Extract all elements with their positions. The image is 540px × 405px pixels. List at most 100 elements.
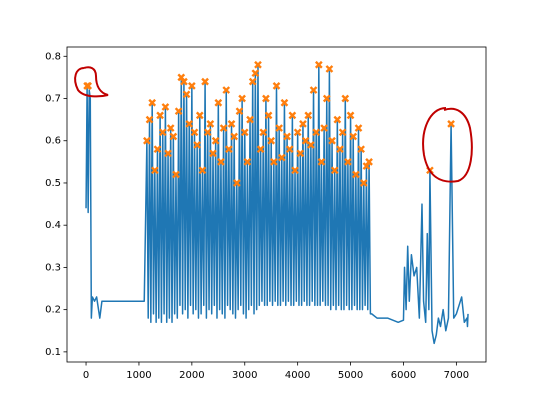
peak-marker [156, 111, 164, 120]
peak-marker [227, 120, 236, 128]
peak-marker [259, 128, 268, 137]
peak-marker [354, 124, 363, 132]
peak-marker [296, 149, 305, 158]
x-tick-label: 0 [83, 370, 89, 381]
annotation-circle [422, 107, 473, 183]
peak-marker [164, 149, 172, 158]
peak-marker [312, 128, 321, 137]
peak-marker [206, 120, 215, 128]
peak-marker [193, 141, 201, 149]
peak-marker [143, 136, 151, 145]
peak-marker [145, 115, 154, 124]
y-tick-label: 0.1 [45, 347, 61, 358]
peak-marker [254, 60, 262, 69]
peak-marker [203, 128, 212, 137]
peak-marker [166, 124, 175, 132]
peak-marker [148, 98, 157, 107]
peak-marker [256, 145, 265, 154]
peak-marker [317, 158, 326, 166]
peak-marker [285, 145, 294, 154]
peak-marker [304, 111, 313, 120]
peak-marker [293, 128, 302, 137]
peak-marker [161, 103, 170, 111]
peak-marker [365, 158, 373, 166]
peak-marker [288, 111, 297, 120]
x-tick-label: 1000 [126, 370, 151, 381]
peak-marker [180, 77, 188, 86]
peak-marker [283, 132, 291, 141]
x-tick-label: 7000 [444, 370, 469, 381]
annotation-circle [74, 66, 109, 98]
peak-marker [243, 158, 252, 166]
peak-marker [211, 136, 220, 145]
peak-marker [238, 94, 246, 103]
x-tick-label: 5000 [338, 370, 363, 381]
peak-marker [272, 81, 281, 90]
peak-marker [344, 158, 352, 166]
peak-marker [219, 124, 228, 132]
peak-marker [277, 153, 286, 162]
peak-marker [330, 166, 339, 175]
y-tick-label: 0.6 [45, 136, 61, 147]
y-tick-label: 0.3 [45, 262, 61, 273]
peak-marker [346, 111, 355, 120]
peak-marker [267, 136, 276, 145]
peak-marker [185, 120, 194, 128]
peak-marker [322, 94, 331, 103]
peak-marker [190, 128, 199, 137]
peak-marker [291, 166, 299, 175]
y-tick-label: 0.2 [45, 305, 61, 316]
y-tick-label: 0.5 [45, 178, 61, 189]
peak-marker [182, 90, 191, 99]
peak-marker [169, 132, 178, 141]
peak-marker [188, 81, 196, 90]
x-tick-label: 3000 [232, 370, 257, 381]
peak-marker [275, 124, 283, 132]
y-tick-label: 0.4 [45, 220, 61, 231]
peak-marker [314, 60, 323, 69]
peak-marker [172, 170, 180, 179]
axes-frame [66, 46, 487, 363]
peak-marker [280, 98, 289, 107]
peak-marker [248, 77, 257, 86]
peak-marker [341, 94, 350, 103]
x-tick-label: 4000 [285, 370, 310, 381]
y-tick-label: 0.8 [45, 51, 61, 62]
x-tick-label: 6000 [391, 370, 416, 381]
peak-marker [325, 65, 334, 73]
peak-marker [338, 128, 347, 137]
peak-marker [214, 98, 223, 107]
peak-marker [158, 128, 167, 137]
peak-marker [217, 158, 225, 166]
peak-marker [209, 149, 217, 158]
plot-area [83, 60, 469, 345]
peak-marker [195, 111, 204, 120]
peak-marker [336, 145, 344, 154]
peak-marker [251, 69, 260, 78]
peak-marker [352, 170, 360, 179]
y-tick-label: 0.7 [45, 94, 61, 105]
peak-marker [320, 124, 328, 132]
peak-marker [198, 166, 207, 175]
peak-marker [349, 132, 358, 141]
peak-marker [153, 145, 162, 154]
peak-marker [270, 158, 278, 166]
x-tick-label: 2000 [179, 370, 204, 381]
peak-marker [307, 141, 315, 149]
peak-marker [262, 94, 270, 103]
peak-marker [84, 81, 93, 90]
peak-marker [264, 111, 273, 120]
peak-marker [309, 86, 318, 94]
peak-marker [232, 179, 241, 187]
peak-marker [447, 120, 455, 128]
peak-marker [333, 115, 342, 124]
peak-marker [240, 128, 249, 137]
peak-marker [174, 107, 183, 116]
peak-marker [150, 166, 159, 175]
peak-marker [299, 120, 307, 128]
peak-marker [201, 77, 209, 86]
peak-marker [225, 145, 233, 154]
peak-marker [230, 132, 239, 141]
peak-marker [328, 136, 336, 145]
